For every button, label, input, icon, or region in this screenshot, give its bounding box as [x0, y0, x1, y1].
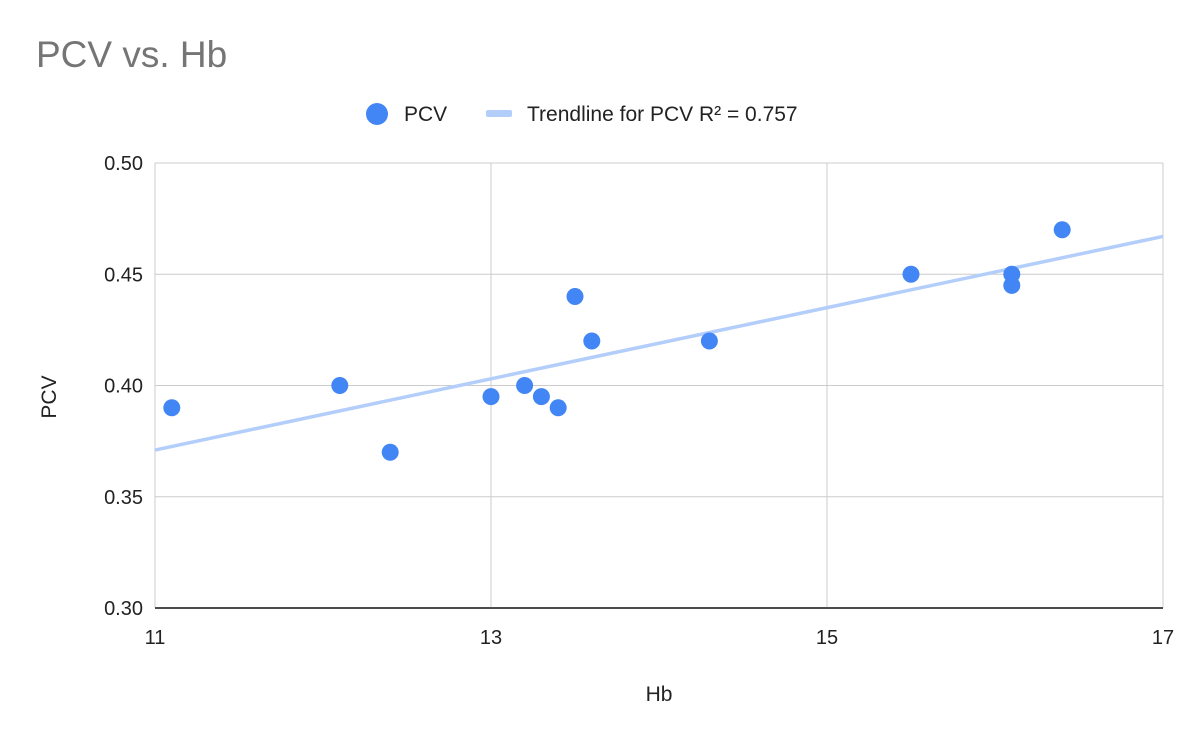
data-point: [1053, 221, 1071, 239]
data-point: [549, 399, 567, 417]
grid-lines: [154, 162, 1164, 609]
data-point: [700, 332, 718, 350]
x-tick-label: 15: [816, 627, 838, 649]
chart-title: PCV vs. Hb: [36, 34, 228, 75]
data-point: [482, 388, 500, 406]
data-point: [583, 332, 601, 350]
x-tick-label: 11: [145, 627, 166, 649]
y-axis-title: PCV: [38, 375, 61, 418]
legend: PCV Trendline for PCV R² = 0.757: [366, 103, 798, 126]
legend-marker-pcv: [366, 103, 388, 125]
legend-label-trendline: Trendline for PCV R² = 0.757: [527, 103, 798, 126]
trendline: [154, 234, 1164, 452]
legend-label-pcv: PCV: [404, 103, 447, 126]
data-point: [1003, 276, 1021, 294]
data-point: [532, 388, 550, 406]
x-tick-label: 13: [480, 627, 502, 649]
y-tick-label: 0.40: [104, 376, 143, 398]
x-axis-title: Hb: [646, 683, 673, 706]
y-tick-label: 0.45: [104, 264, 143, 286]
data-point: [566, 288, 584, 305]
axes: 0.30 0.35 0.40 0.45 0.50 11 13 15 17: [104, 153, 1174, 649]
legend-marker-trendline: [486, 110, 512, 117]
data-point: [902, 265, 920, 283]
x-tick-label: 17: [1152, 627, 1174, 649]
data-point: [163, 399, 181, 417]
data-points: [163, 221, 1071, 461]
y-tick-label: 0.30: [104, 598, 143, 620]
y-tick-label: 0.50: [104, 153, 143, 175]
data-point: [331, 377, 349, 394]
y-tick-label: 0.35: [104, 487, 143, 509]
data-point: [381, 443, 399, 461]
data-point: [516, 377, 534, 394]
trendline-layer: [154, 234, 1164, 452]
